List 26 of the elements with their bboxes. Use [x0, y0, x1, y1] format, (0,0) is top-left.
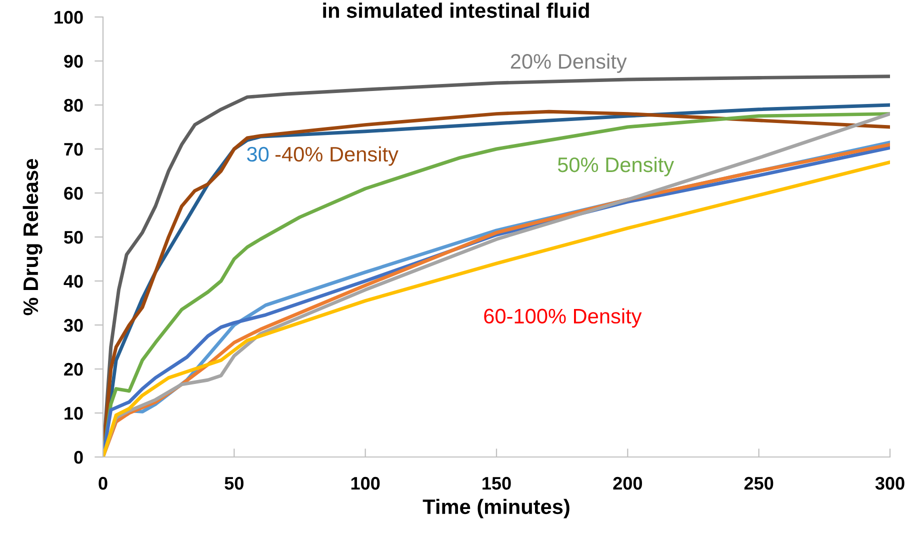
x-tick-label: 300 [875, 476, 904, 490]
y-tick-label: 60 [64, 186, 83, 200]
x-tick-label: 200 [613, 476, 642, 490]
x-tick-label: 150 [482, 476, 511, 490]
series-label: 50% Density [558, 156, 674, 176]
series-label: 20% Density [510, 53, 627, 73]
y-tick-label: 80 [64, 98, 83, 112]
chart-title: in simulated intestinal fluid [323, 2, 589, 18]
x-tick-label: 250 [744, 476, 774, 490]
y-tick-label: 70 [64, 142, 83, 156]
x-tick-label: 100 [351, 476, 380, 490]
x-tick-label: 0 [98, 476, 108, 490]
y-tick-label: 20 [64, 362, 83, 376]
y-tick-label: 50 [64, 230, 83, 244]
y-tick-label: 40 [64, 274, 83, 288]
x-tick-label: 50 [224, 476, 244, 490]
y-axis-title: % Drug Release [22, 158, 42, 316]
y-tick-label: 0 [74, 450, 83, 464]
y-tick-label: 10 [64, 406, 83, 420]
y-tick-label: 100 [54, 10, 83, 24]
y-tick-label: 90 [64, 54, 83, 68]
annotation: -40% Density [275, 146, 398, 166]
y-tick-label: 30 [64, 318, 83, 332]
x-axis-title: Time (minutes) [422, 498, 570, 518]
annotation: 60-100% Density [484, 308, 642, 328]
annotation: 30 [247, 146, 269, 162]
